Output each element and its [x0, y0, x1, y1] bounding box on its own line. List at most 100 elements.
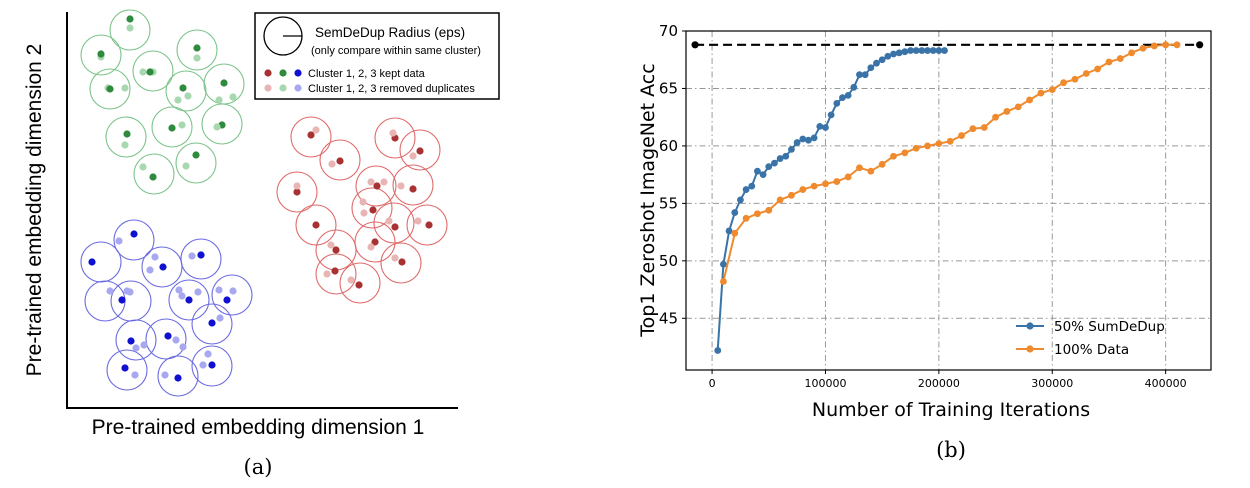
- a-point-red-kept-2: [336, 157, 344, 165]
- a-eps-circle-blue-7: [110, 280, 152, 322]
- b-series-1-point-32: [1082, 70, 1090, 77]
- b-series-1-point-27: [1026, 96, 1033, 104]
- b-series-0-point-4: [737, 196, 744, 204]
- a-point-red-kept-19: [425, 221, 433, 229]
- a-point-green-kept-1: [126, 15, 134, 23]
- a-eps-circle-green-4: [89, 68, 131, 110]
- b-legend-marker-full: [1026, 345, 1034, 353]
- a-panel-label: (a): [244, 455, 273, 479]
- a-point-red-kept-8: [293, 188, 301, 196]
- a-point-red-removed-7: [409, 152, 417, 160]
- a-legend-kept-dot-blue: [294, 69, 302, 77]
- a-point-green-removed-7: [193, 54, 201, 62]
- a-point-blue-removed-28: [204, 350, 212, 358]
- a-eps-circle-green-1: [80, 34, 122, 76]
- b-ytick-label-2: 55: [659, 194, 678, 212]
- b-xtick-label-4: 400000: [1145, 377, 1187, 390]
- a-point-green-kept-6: [146, 68, 154, 76]
- a-point-green-kept-12: [179, 84, 187, 92]
- a-point-red-kept-18: [312, 221, 320, 229]
- b-series-0-point-27: [867, 64, 875, 72]
- b-xtick-label-1: 100000: [804, 377, 846, 390]
- b-series-1-point-10: [833, 178, 841, 185]
- b-series-0-point-39: [935, 47, 943, 54]
- b-series-0-point-30: [884, 52, 892, 60]
- b-series-1-point-3: [754, 210, 761, 218]
- b-series-0-point-0: [714, 347, 722, 354]
- b-series-0-point-25: [856, 71, 863, 79]
- b-series-line-1: [722, 43, 1177, 282]
- a-point-green-kept-8: [193, 44, 201, 52]
- b-series-1-point-36: [1128, 49, 1136, 57]
- panel-a-scatter: Pre-trained embedding dimension 2 Pre-tr…: [23, 9, 500, 479]
- a-point-blue-removed-3: [188, 252, 196, 260]
- b-series-0-point-29: [878, 56, 886, 64]
- b-series-1-point-1: [731, 229, 739, 237]
- b-series-1-point-4: [765, 206, 773, 214]
- b-series-1-point-11: [844, 173, 852, 181]
- b-series-0-point-14: [793, 139, 801, 146]
- b-plot-frame: [685, 30, 1212, 371]
- a-point-red-kept-25: [332, 246, 340, 254]
- b-series: [714, 41, 1181, 354]
- b-ytick-label-4: 65: [659, 79, 678, 97]
- a-point-blue-kept-30: [121, 364, 129, 372]
- a-point-blue-kept-12: [185, 296, 193, 304]
- b-series-1-point-5: [776, 196, 784, 204]
- a-eps-circles: [80, 9, 448, 397]
- b-series-0-point-1: [720, 260, 727, 268]
- a-point-green-removed-17: [215, 96, 223, 104]
- a-point-blue-removed-14: [178, 292, 186, 300]
- a-point-blue-kept-4: [88, 258, 96, 266]
- a-point-blue-removed-15: [194, 288, 202, 296]
- a-point-red-kept-13: [409, 185, 417, 193]
- a-point-blue-removed-6: [146, 266, 154, 274]
- a-point-blue-kept-0: [130, 230, 138, 238]
- b-legend-marker-semdedup: [1026, 322, 1034, 330]
- a-point-blue-removed-31: [131, 371, 139, 379]
- b-series-0-point-32: [895, 49, 903, 57]
- a-point-blue-kept-5: [159, 263, 167, 271]
- b-series-1-point-39: [1162, 41, 1170, 49]
- a-point-blue-removed-10: [106, 287, 114, 295]
- a-eps-circle-red-0: [290, 116, 332, 158]
- a-legend-frame: [254, 12, 500, 100]
- b-ylabel: Top1 Zeroshot ImageNet Acc: [637, 63, 659, 337]
- a-point-red-removed-3: [328, 160, 336, 168]
- b-series-0-point-13: [788, 145, 795, 153]
- b-series-0-point-6: [748, 182, 756, 190]
- a-eps-circle-blue-8: [191, 303, 233, 345]
- b-series-0-point-23: [844, 91, 852, 99]
- a-eps-circle-red-13: [380, 242, 422, 284]
- a-ylabel: Pre-trained embedding dimension 2: [23, 44, 46, 377]
- a-eps-circle-red-14: [315, 253, 357, 295]
- a-point-red-removed-16: [359, 198, 367, 206]
- a-point-blue-kept-21: [127, 337, 135, 345]
- b-series-0-point-28: [873, 59, 880, 67]
- a-eps-circle-red-2: [374, 117, 416, 159]
- a-eps-circle-red-3: [399, 129, 441, 171]
- b-series-0-point-21: [833, 99, 841, 107]
- a-eps-circle-blue-9: [115, 319, 157, 361]
- a-point-red-removed-9: [293, 182, 301, 190]
- a-eps-circle-green-5: [165, 70, 207, 112]
- b-series-1-point-20: [946, 137, 954, 145]
- a-eps-circle-red-10: [373, 202, 415, 244]
- a-point-green-removed-23: [213, 123, 221, 131]
- b-series-0-point-18: [816, 122, 824, 130]
- b-series-0-point-17: [810, 134, 818, 142]
- b-series-0-point-12: [782, 152, 790, 160]
- b-series-0-point-7: [754, 167, 761, 175]
- a-eps-circle-green-3: [176, 29, 218, 71]
- a-eps-circle-red-5: [355, 165, 397, 207]
- b-series-1-point-29: [1048, 86, 1056, 94]
- b-legend: 50% SumDeDup 100% Data: [1016, 319, 1165, 358]
- b-series-0-point-8: [759, 171, 767, 179]
- b-series-1-point-16: [901, 149, 909, 157]
- a-point-blue-removed-17: [229, 287, 237, 295]
- a-eps-circle-green-9: [201, 103, 243, 145]
- b-ticks: 0 100000 200000 300000 400000 45 50 55 60 65 70: [659, 22, 1187, 390]
- b-series-1-point-26: [1014, 103, 1022, 111]
- b-series-1-point-25: [1003, 108, 1011, 115]
